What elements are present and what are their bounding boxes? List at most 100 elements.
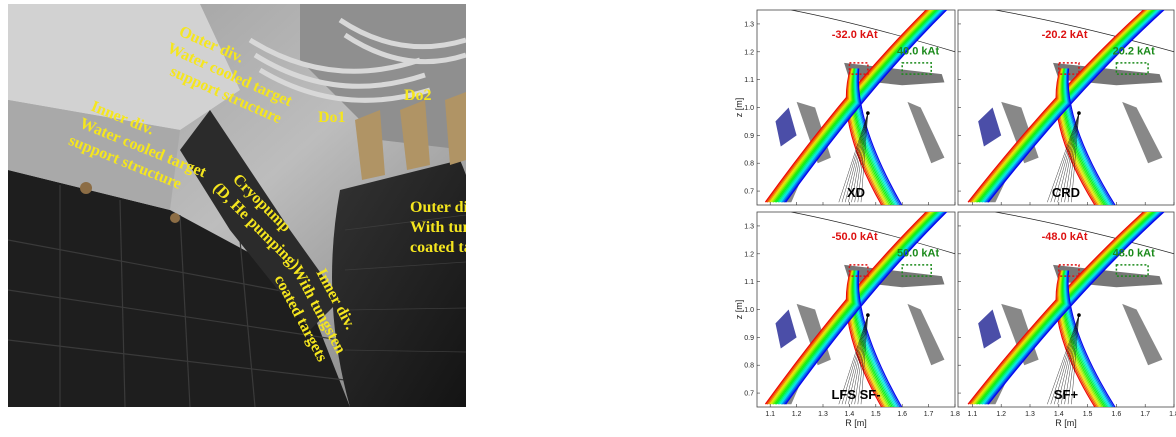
sol-line (1047, 113, 1080, 203)
plate (907, 101, 945, 164)
flux-line (1066, 68, 1114, 205)
flux-line (857, 68, 903, 205)
coil-block (775, 107, 797, 147)
coil-block (978, 107, 1002, 147)
flux-line (1060, 270, 1104, 407)
sol-line (1071, 113, 1080, 203)
panel: 0.7 0.8 0.9 1.0 1.1 1.2 1.3 1.1 1.2 1.3 1.4 1.5 1.6 1… (734, 211, 960, 428)
inner-coil (1058, 264, 1080, 277)
flux-line (1059, 270, 1102, 407)
coil-block (978, 309, 1002, 349)
outer-current: 48.0 kAt (1113, 248, 1156, 260)
y-tick-label: 1.2 (744, 251, 754, 258)
flux-line (1062, 270, 1107, 407)
sol-line (857, 315, 869, 405)
flux-line (856, 270, 900, 407)
flux-line (1063, 270, 1108, 407)
panel-name: SF+ (1054, 387, 1079, 402)
y-tick-label: 1.1 (744, 279, 754, 286)
flux-line (857, 270, 903, 407)
flux-line (781, 10, 945, 203)
flux-line (849, 270, 889, 407)
image-label: Outer div. (410, 199, 479, 216)
flux-line (981, 10, 1159, 203)
panel-name: CRD (1052, 185, 1080, 200)
x-tick-label: 1.6 (897, 411, 907, 418)
flux-line (845, 270, 883, 407)
x-tick-label: 1.2 (996, 411, 1006, 418)
flux-line (853, 270, 895, 407)
flux-line (784, 212, 948, 405)
flux-line (984, 10, 1162, 203)
sol-line (860, 113, 869, 203)
flux-line (854, 68, 897, 205)
plot-area (967, 212, 1174, 407)
flux-line (781, 212, 945, 405)
plot-area (764, 10, 955, 205)
flux-line (986, 10, 1164, 203)
flux-line (981, 212, 1159, 405)
y-tick-label: 0.8 (744, 363, 754, 370)
flux-line (780, 212, 943, 405)
x-point (1077, 313, 1081, 317)
flux-line (845, 68, 883, 205)
sol-line (1053, 113, 1080, 203)
y-tick-label: 1.1 (744, 77, 754, 84)
y-tick-label: 0.8 (744, 161, 754, 168)
sol-line (1071, 315, 1080, 405)
y-tick-label: 1.3 (744, 21, 754, 28)
image-label: coated targets (410, 239, 506, 256)
x-tick-label: 1.4 (845, 411, 855, 418)
sol-line (1064, 315, 1080, 405)
flux-line (1065, 270, 1113, 407)
outer-current: 50.0 kAt (897, 248, 940, 260)
x-tick-label: 1.2 (792, 411, 802, 418)
flux-line (1064, 270, 1111, 407)
inner-coil (1058, 62, 1080, 75)
sol-line (838, 315, 869, 405)
flux-line (979, 10, 1158, 203)
flux-line (982, 212, 1161, 405)
x-tick-label: 1.1 (968, 411, 978, 418)
y-axis-label: z [m] (734, 98, 744, 118)
flux-line (847, 270, 886, 407)
y-tick-label: 0.9 (744, 335, 754, 342)
flux-line (987, 212, 1165, 405)
flux-line (979, 212, 1158, 405)
vessel-wall (791, 10, 955, 53)
flux-line (1058, 270, 1101, 407)
flux-line (984, 212, 1162, 405)
outer-current: 20.2 kAt (1113, 46, 1156, 58)
flux-line (850, 270, 890, 407)
coil-block (775, 309, 797, 349)
flux-line (986, 212, 1164, 405)
flux-line (1061, 68, 1105, 205)
panel-name: XD (847, 185, 865, 200)
flux-line (848, 68, 887, 205)
flux-line (1060, 68, 1104, 205)
y-tick-label: 1.0 (744, 307, 754, 314)
flux-line (851, 270, 892, 407)
flux-line (1066, 270, 1114, 407)
sol-line (1064, 113, 1080, 203)
sol-line (844, 113, 869, 203)
sol-line (848, 113, 869, 203)
sol-line (844, 315, 869, 405)
y-tick-label: 1.3 (744, 223, 754, 230)
flux-line (856, 68, 900, 205)
sol-line (841, 315, 869, 405)
flux-line (1058, 68, 1101, 205)
flux-line (852, 68, 893, 205)
sol-line (1050, 113, 1080, 203)
flux-line (783, 212, 946, 405)
plate (907, 303, 945, 366)
x-axis-label: R [m] (845, 418, 867, 428)
vessel-wall (995, 212, 1174, 255)
sol-line (841, 113, 869, 203)
y-tick-label: 1.0 (744, 105, 754, 112)
x-axis-label: R [m] (1055, 418, 1077, 428)
flux-line (846, 68, 884, 205)
sol-line (1057, 315, 1080, 405)
y-axis-label: z [m] (734, 300, 744, 320)
sol-line (1060, 315, 1080, 405)
